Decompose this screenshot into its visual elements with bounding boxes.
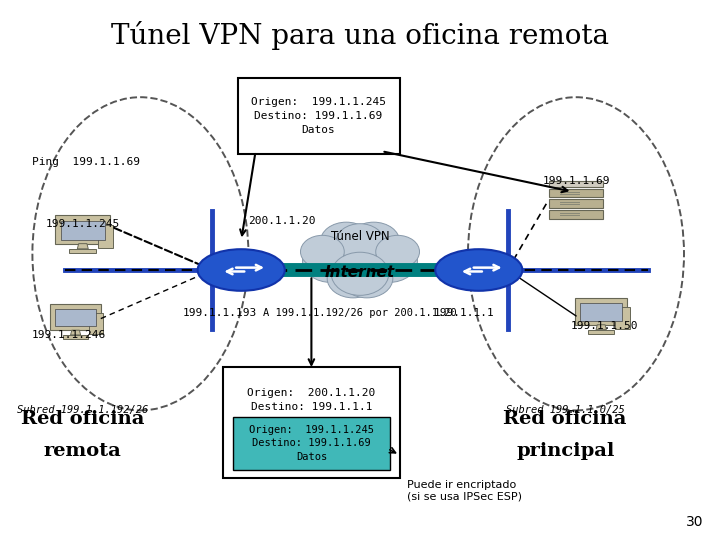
FancyBboxPatch shape xyxy=(89,313,104,334)
Circle shape xyxy=(302,239,360,282)
FancyBboxPatch shape xyxy=(233,416,390,470)
Circle shape xyxy=(336,224,384,260)
FancyBboxPatch shape xyxy=(549,210,603,219)
Circle shape xyxy=(320,222,372,261)
Text: Origen:  199.1.1.245
Destino: 199.1.1.69
Datos: Origen: 199.1.1.245 Destino: 199.1.1.69 … xyxy=(249,425,374,462)
FancyBboxPatch shape xyxy=(98,225,113,248)
Ellipse shape xyxy=(197,249,285,291)
Text: Ping  199.1.1.69: Ping 199.1.1.69 xyxy=(32,157,140,167)
Text: Túnel VPN: Túnel VPN xyxy=(330,230,390,244)
FancyBboxPatch shape xyxy=(55,309,96,326)
Text: 199.1.1.50: 199.1.1.50 xyxy=(571,321,639,332)
Text: 200.1.1.20: 200.1.1.20 xyxy=(248,216,316,226)
FancyBboxPatch shape xyxy=(549,199,603,208)
Text: Origen:  200.1.1.20
Destino: 199.1.1.1: Origen: 200.1.1.20 Destino: 199.1.1.1 xyxy=(247,388,376,411)
FancyBboxPatch shape xyxy=(549,180,603,187)
Text: principal: principal xyxy=(516,442,614,460)
FancyBboxPatch shape xyxy=(69,249,96,253)
Text: 199.1.1.246: 199.1.1.246 xyxy=(31,329,106,340)
Text: Red oficina: Red oficina xyxy=(21,410,145,428)
FancyBboxPatch shape xyxy=(575,298,627,325)
Text: 199.1.1.69: 199.1.1.69 xyxy=(542,176,610,186)
FancyBboxPatch shape xyxy=(63,335,89,339)
FancyBboxPatch shape xyxy=(580,303,622,321)
FancyBboxPatch shape xyxy=(549,189,603,197)
Circle shape xyxy=(331,252,389,295)
Text: Red oficina: Red oficina xyxy=(503,410,627,428)
Text: Subred 199.1.1.0/25: Subred 199.1.1.0/25 xyxy=(506,405,624,415)
Text: 199.1.1.1: 199.1.1.1 xyxy=(434,308,495,318)
Text: A 199.1.1.192/26 por 200.1.1.20: A 199.1.1.192/26 por 200.1.1.20 xyxy=(263,308,457,318)
Text: Túnel VPN para una oficina remota: Túnel VPN para una oficina remota xyxy=(111,21,609,50)
Circle shape xyxy=(300,235,344,268)
Text: Origen:  199.1.1.245
Destino: 199.1.1.69
Datos: Origen: 199.1.1.245 Destino: 199.1.1.69 … xyxy=(251,97,386,135)
FancyBboxPatch shape xyxy=(616,307,630,329)
Text: 199.1.1.245: 199.1.1.245 xyxy=(45,219,120,229)
Text: 30: 30 xyxy=(686,516,703,530)
Circle shape xyxy=(327,259,379,298)
Circle shape xyxy=(341,259,393,298)
FancyBboxPatch shape xyxy=(588,329,614,334)
Text: Internet: Internet xyxy=(325,265,395,280)
Circle shape xyxy=(360,239,418,282)
FancyBboxPatch shape xyxy=(223,367,400,478)
Circle shape xyxy=(348,222,400,261)
Text: 199.1.1.193: 199.1.1.193 xyxy=(182,308,257,318)
FancyBboxPatch shape xyxy=(61,221,104,240)
Circle shape xyxy=(323,231,397,287)
Text: remota: remota xyxy=(44,442,122,460)
Polygon shape xyxy=(71,330,81,335)
Ellipse shape xyxy=(435,249,523,291)
FancyBboxPatch shape xyxy=(55,215,110,244)
Circle shape xyxy=(376,235,420,268)
Text: Puede ir encriptado
(si se usa IPSec ESP): Puede ir encriptado (si se usa IPSec ESP… xyxy=(407,480,522,502)
Polygon shape xyxy=(77,244,89,249)
FancyBboxPatch shape xyxy=(50,303,101,330)
Text: Subred 199.1.1.192/26: Subred 199.1.1.192/26 xyxy=(17,405,148,415)
Polygon shape xyxy=(596,325,606,329)
FancyBboxPatch shape xyxy=(238,78,400,154)
